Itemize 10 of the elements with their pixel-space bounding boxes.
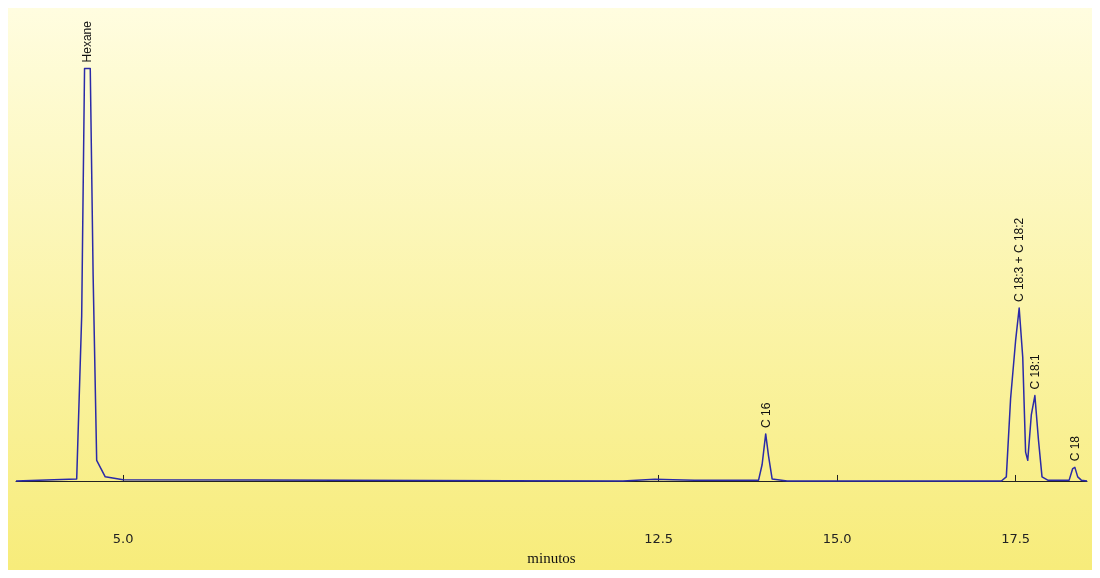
x-tick-label: 5.0	[112, 531, 134, 546]
x-tick-label: 15.0	[822, 531, 852, 546]
annotation: C 18	[1067, 435, 1082, 462]
x-tick-label: 12.5	[644, 531, 674, 546]
annotation: C 18:1	[1027, 353, 1042, 390]
x-tick-label: 17.5	[1001, 531, 1031, 546]
annotation: C 16	[758, 402, 773, 428]
x-axis-title: minutos	[527, 549, 576, 566]
annotation: Hexane	[80, 20, 95, 63]
annotation: C 18:3 + C 18:2	[1012, 217, 1027, 303]
